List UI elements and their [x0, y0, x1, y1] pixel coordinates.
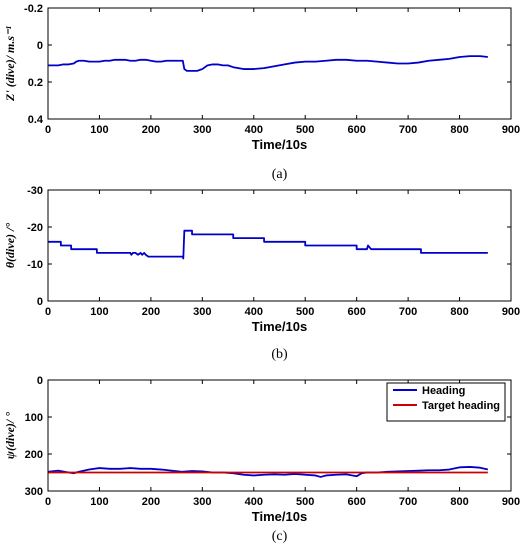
- x-tick-label: 400: [245, 124, 263, 136]
- x-tick-label: 900: [502, 124, 520, 136]
- x-tick-label: 500: [296, 124, 314, 136]
- x-tick-label: 100: [90, 124, 108, 136]
- x-tick-label: 300: [193, 496, 211, 508]
- x-tick-label: 300: [193, 124, 211, 136]
- panel-caption: (a): [272, 167, 288, 182]
- y-tick-label: 100: [25, 412, 43, 424]
- x-tick-label: 0: [45, 306, 51, 318]
- x-tick-label: 200: [142, 306, 160, 318]
- x-tick-label: 700: [399, 306, 417, 318]
- y-tick-label: 0: [37, 40, 43, 52]
- x-tick-label: 500: [296, 306, 314, 318]
- x-tick-label: 0: [45, 496, 51, 508]
- y-axis-label: ψ(dive)/ °: [3, 412, 17, 459]
- x-tick-label: 500: [296, 496, 314, 508]
- x-tick-label: 800: [450, 306, 468, 318]
- x-tick-label: 300: [193, 306, 211, 318]
- x-tick-label: 700: [399, 124, 417, 136]
- y-tick-label: -30: [27, 185, 43, 197]
- x-axis-label: Time/10s: [252, 137, 307, 152]
- x-tick-label: 400: [245, 496, 263, 508]
- plot-area-frame: [47, 7, 512, 120]
- y-axis-label: Z' (dive)/ m.s⁻¹: [3, 26, 17, 102]
- panel-caption: (c): [272, 529, 288, 544]
- y-tick-label: 0.2: [28, 77, 43, 89]
- x-tick-label: 400: [245, 306, 263, 318]
- y-tick-label: -0.2: [24, 3, 43, 15]
- series-line-heading: [47, 466, 489, 478]
- y-tick-label: -20: [27, 222, 43, 234]
- x-tick-label: 900: [502, 496, 520, 508]
- x-tick-label: 600: [347, 124, 365, 136]
- x-tick-label: 200: [142, 124, 160, 136]
- x-tick-label: 100: [90, 496, 108, 508]
- x-tick-label: 600: [347, 306, 365, 318]
- panel-caption: (b): [271, 347, 288, 362]
- y-tick-label: 0: [37, 375, 43, 387]
- x-tick-label: 0: [45, 124, 51, 136]
- x-tick-label: 800: [450, 496, 468, 508]
- y-tick-label: 300: [25, 486, 43, 498]
- plot-area-frame: [47, 379, 512, 492]
- x-tick-label: 900: [502, 306, 520, 318]
- legend-entry: Target heading: [422, 400, 500, 412]
- x-tick-label: 100: [90, 306, 108, 318]
- chart-panel-c: 0 100 200 300 400 500 600 700 800 900 0 100 200 300 Ti…: [3, 375, 520, 544]
- series-line-1: [48, 55, 488, 72]
- legend-entry: Heading: [422, 385, 465, 397]
- x-axis-label: Time/10s: [252, 509, 307, 524]
- y-tick-label: -10: [27, 259, 43, 271]
- chart-panel-b: 0 100 200 300 400 500 600 700 800 900 -30 -20 -10 0 Ti…: [3, 185, 520, 362]
- y-tick-label: 200: [25, 449, 43, 461]
- y-tick-label: 0: [37, 296, 43, 308]
- y-axis-label: θ(dive) /°: [3, 223, 17, 269]
- chart-panel-a: 0 100 200 300 400 500 600 700 800 900 -0.2 0 0.2 0.4 T…: [3, 3, 520, 182]
- series-line-1: [48, 229, 488, 260]
- x-tick-label: 800: [450, 124, 468, 136]
- x-axis-label: Time/10s: [252, 319, 307, 334]
- x-tick-label: 700: [399, 496, 417, 508]
- plot-area-frame: [47, 189, 512, 302]
- x-tick-label: 600: [347, 496, 365, 508]
- y-tick-label: 0.4: [28, 114, 44, 126]
- x-tick-label: 200: [142, 496, 160, 508]
